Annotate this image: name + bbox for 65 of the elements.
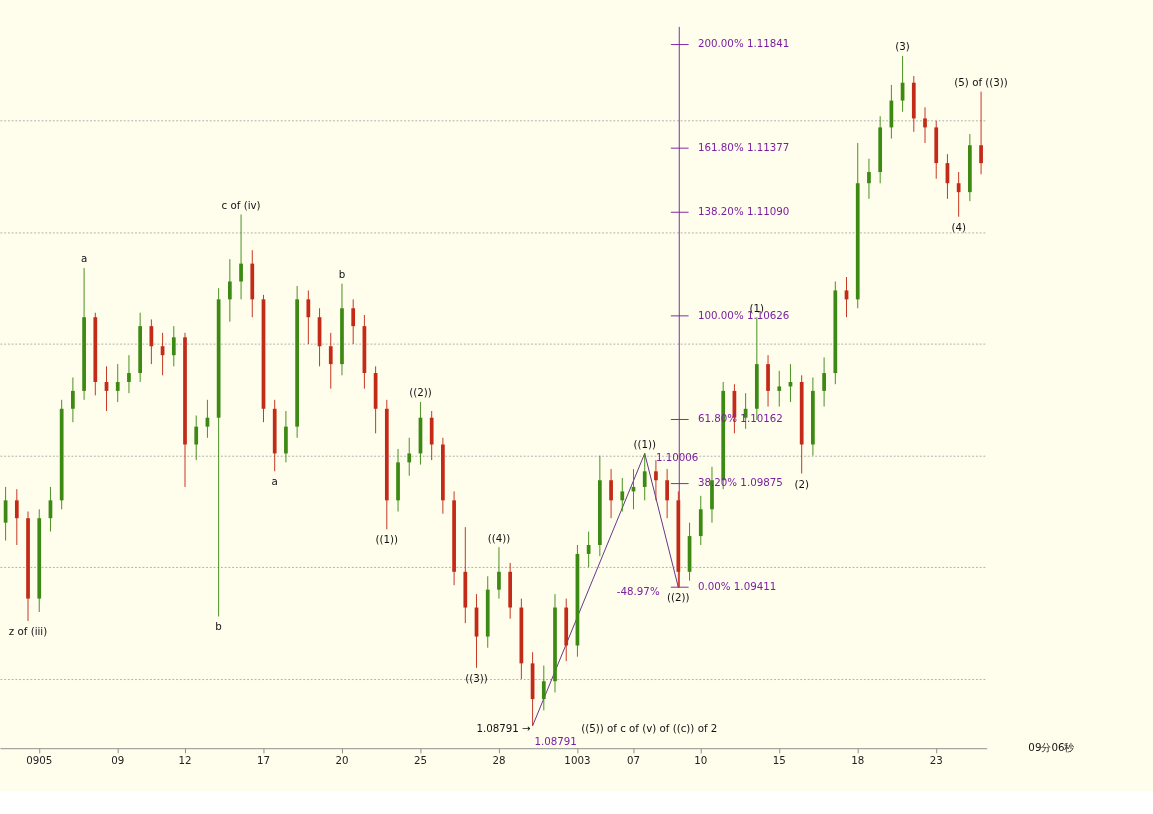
candlestick: [239, 214, 243, 300]
ref-line-label: 161.80% 1.11377: [697, 140, 790, 153]
candlestick: [586, 531, 591, 568]
candlestick: [609, 468, 613, 519]
annotation: (4): [951, 220, 966, 233]
x-tick-label: 15: [772, 753, 786, 766]
candlestick: [665, 468, 669, 519]
candlestick: [149, 318, 154, 365]
candlestick: [328, 332, 333, 390]
annotation: ((4)): [487, 531, 511, 544]
x-tick-label: 20: [335, 753, 349, 766]
candlestick: [306, 289, 311, 345]
ref-line-label: 0.00% 1.09411: [697, 580, 777, 593]
candlestick: [127, 354, 131, 394]
x-tick-label: 25: [413, 753, 427, 766]
annotation: ((2)): [667, 591, 690, 604]
candlestick: [867, 158, 871, 200]
x-tick-label: 18: [851, 753, 865, 766]
annotation: ((1)): [375, 533, 399, 546]
text: 09分06秒: [1028, 741, 1075, 754]
candlestick: [923, 106, 927, 144]
candlestick: [14, 488, 19, 546]
annotation: b: [215, 620, 222, 633]
candlestick: [777, 370, 782, 408]
candlestick: [407, 437, 412, 477]
annotation: b: [338, 268, 346, 281]
x-tick-label: 28: [492, 753, 506, 766]
x-tick-label: 23: [929, 753, 943, 766]
candlestick: [497, 546, 501, 600]
annotation: a: [271, 475, 278, 488]
ref-line-label: 200.00% 1.11841: [697, 37, 790, 50]
candlestick: [227, 258, 232, 323]
candlestick: [194, 415, 199, 461]
annotation: -48.97%: [616, 584, 660, 597]
x-tick-label: 07: [626, 753, 641, 766]
annotation: (5) of ((3)): [954, 76, 1008, 89]
annotation: c of (iv): [221, 198, 261, 211]
x-tick-label: 09: [111, 753, 125, 766]
candlestick: [351, 298, 356, 345]
annotation: 1.08791: [534, 735, 577, 748]
ref-line-label: 138.20% 1.11090: [697, 205, 790, 218]
x-tick-label: 1003: [564, 753, 591, 766]
annotation: 1.08791 →: [476, 722, 532, 735]
candlestick: [541, 665, 546, 711]
candlestick: [956, 171, 961, 218]
candlestick: [822, 356, 826, 408]
candlestick: [642, 452, 647, 501]
annotation: ((3)): [465, 671, 488, 684]
candlestick: [620, 477, 625, 512]
x-tick-label: 17: [256, 753, 271, 766]
annotation: (3): [895, 40, 910, 53]
candlestick: [115, 363, 120, 403]
x-tick-label: 0905: [26, 753, 53, 766]
annotation: z of (iii): [8, 624, 48, 637]
annotation: ((1)): [633, 437, 656, 450]
annotation: (2): [794, 477, 809, 490]
candlestick: [979, 91, 983, 175]
x-tick-label: 12: [178, 753, 192, 766]
annotation: ((2)): [409, 386, 432, 399]
annotation: ((5)) of c of (v) of ((c)) of 2: [581, 722, 718, 735]
candlestick: [654, 459, 658, 501]
x-tick-label: 10: [694, 753, 708, 766]
annotation: a: [80, 252, 88, 265]
candlestick: [171, 325, 176, 367]
candlestick: [71, 377, 75, 423]
